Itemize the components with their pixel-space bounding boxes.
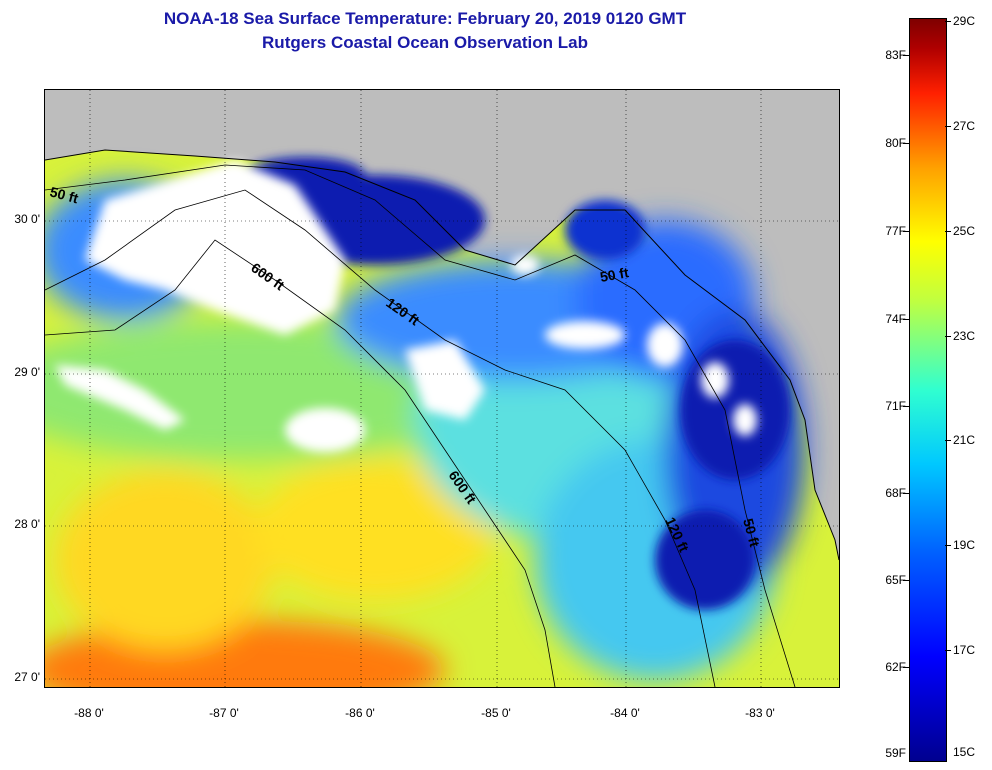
map-title: NOAA-18 Sea Surface Temperature: Februar… — [163, 9, 687, 28]
colorbar-c-label: 15C — [953, 745, 976, 759]
contour-120ft — [45, 189, 716, 687]
colorbar-f-label: 74F — [885, 312, 906, 326]
colorbar-f-label: 80F — [885, 136, 906, 150]
colorbar-f-label: 65F — [885, 573, 906, 587]
sst-map: 50 ft 600 ft 120 ft 50 ft 600 ft 120 ft … — [44, 89, 840, 688]
colorbar-f-label: 59F — [885, 746, 906, 760]
colorbar-f-label: 68F — [885, 486, 906, 500]
lat-label: 29 0' — [14, 365, 40, 379]
sst-map-canvas: 50 ft 600 ft 120 ft 50 ft 600 ft 120 ft … — [45, 90, 839, 687]
colorbar-f-label: 83F — [885, 48, 906, 62]
lon-label: -85 0' — [481, 706, 511, 720]
colorbar-c-label: 27C — [953, 119, 976, 133]
lat-label: 28 0' — [14, 517, 40, 531]
lat-label: 27 0' — [14, 670, 40, 684]
contour-600ft — [45, 239, 556, 687]
colorbar-c-label: 23C — [953, 329, 976, 343]
contour-50ft — [45, 164, 796, 687]
coastline — [45, 149, 839, 561]
lon-label: -84 0' — [610, 706, 640, 720]
colorbar-c-label: 21C — [953, 433, 976, 447]
lon-label: -87 0' — [209, 706, 239, 720]
colorbar-f-label: 77F — [885, 224, 906, 238]
lat-lon-grid — [45, 90, 839, 687]
colorbar-c-label: 17C — [953, 643, 976, 657]
lon-label: -86 0' — [345, 706, 375, 720]
colorbar-c-label: 29C — [953, 14, 976, 28]
contour-label: 50 ft — [599, 264, 630, 285]
lat-label: 30 0' — [14, 212, 40, 226]
map-subtitle: Rutgers Coastal Ocean Observation Lab — [262, 33, 588, 52]
cloud-cover — [55, 160, 757, 452]
lon-label: -88 0' — [74, 706, 104, 720]
colorbar-c-label: 19C — [953, 538, 976, 552]
contour-label: 50 ft — [48, 183, 80, 206]
lon-label: -83 0' — [745, 706, 775, 720]
colorbar-c-label: 25C — [953, 224, 976, 238]
temperature-colorbar — [909, 18, 947, 762]
contour-label: 50 ft — [740, 517, 763, 549]
colorbar-f-label: 62F — [885, 660, 906, 674]
colorbar-f-label: 71F — [885, 399, 906, 413]
